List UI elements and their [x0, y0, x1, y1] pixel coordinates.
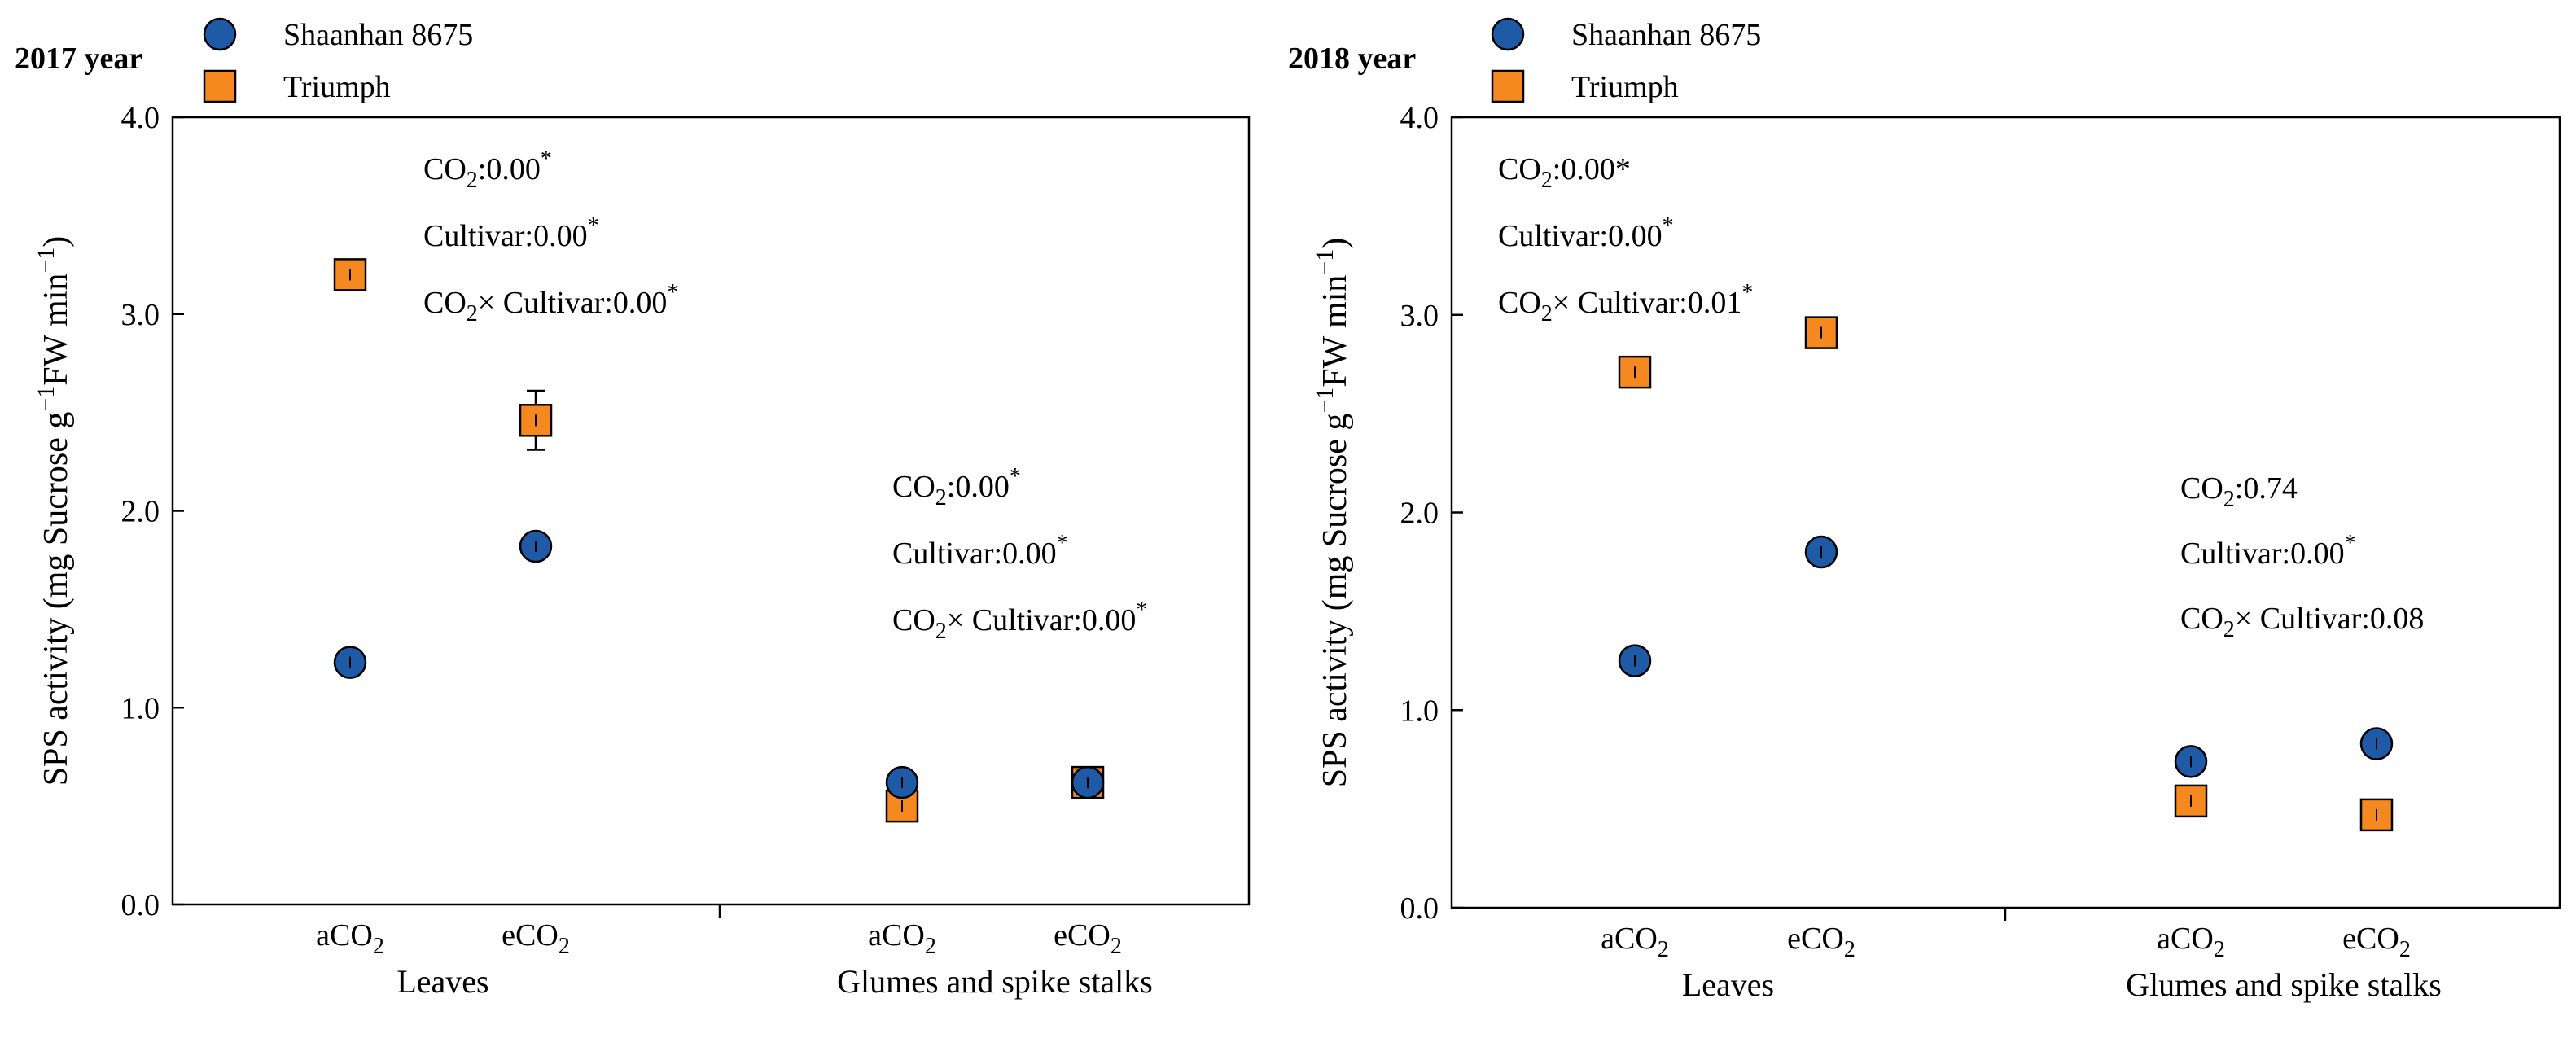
stats-line: Cultivar:0.00*: [892, 531, 1068, 571]
y-tick-label: 0.0: [121, 888, 160, 922]
series-shaanhan-8675: [1618, 535, 2394, 778]
x-tick-label: eCO2: [2342, 922, 2411, 962]
chart-panel-2: 2018 year Shaanhan 8675 Triumph 0.0 1.0 2.0 3.…: [1288, 17, 2561, 1003]
x-tick-label: aCO2: [868, 918, 936, 959]
x-tick-label: eCO2: [1787, 922, 1855, 962]
data-point-square: [2359, 798, 2394, 832]
chart-title: 2018 year: [1288, 42, 1416, 76]
x-tick-label: eCO2: [502, 918, 570, 959]
x-tick-label: eCO2: [1054, 918, 1122, 959]
stats-line: CO2× Cultivar:0.01*: [1498, 280, 1753, 326]
x-group-label: Glumes and spike stalks: [2126, 966, 2442, 1003]
y-tick-label: 3.0: [1400, 299, 1439, 333]
stats-annotation-2: CO2:0.00* Cultivar:0.00* CO2× Cultivar:0.0…: [892, 464, 1147, 644]
legend-label: Triumph: [1571, 70, 1679, 104]
data-point-square: [2174, 784, 2208, 818]
y-axis-label: SPS activity (mg Sucrose g−1FW min−1): [1312, 238, 1354, 788]
stats-line: CO2× Cultivar:0.08: [2180, 602, 2424, 642]
stats-line: Cultivar:0.00*: [2180, 531, 2356, 571]
y-tick-label: 3.0: [121, 298, 160, 332]
legend-circle-marker-icon: [203, 17, 237, 51]
y-tick-label: 4.0: [1400, 101, 1439, 135]
stats-line: CO2:0.00*: [423, 147, 552, 193]
legend-label: Shaanhan 8675: [1571, 18, 1761, 52]
y-tick-label: 4.0: [121, 101, 160, 135]
x-group-label: Leaves: [396, 963, 488, 1000]
x-group-label: Leaves: [1682, 966, 1774, 1003]
stats-line: Cultivar:0.00*: [1498, 213, 1674, 253]
stats-annotation-1: CO2:0.00* Cultivar:0.00* CO2× Cultivar:0.0…: [1498, 152, 1753, 326]
stats-line: CO2× Cultivar:0.00*: [892, 598, 1147, 644]
chart-title: 2017 year: [15, 42, 142, 76]
stats-line: CO2:0.74: [2180, 471, 2298, 512]
legend: Shaanhan 8675 Triumph: [1491, 17, 1761, 104]
x-group-label: Glumes and spike stalks: [837, 963, 1153, 1000]
legend-square-marker-icon: [203, 69, 237, 103]
x-tick-label: aCO2: [2157, 922, 2225, 962]
stats-annotation-1: CO2:0.00* Cultivar:0.00* CO2× Cultivar:0.0…: [423, 147, 678, 326]
stats-line: CO2:0.00*: [1498, 152, 1631, 193]
data-point-square: [1618, 355, 1652, 389]
y-tick-label: 2.0: [121, 495, 160, 529]
stats-line: Cultivar:0.00*: [423, 213, 599, 253]
x-tick-label: aCO2: [316, 918, 384, 959]
stats-annotation-2: CO2:0.74 Cultivar:0.00* CO2× Cultivar:0.08: [2180, 471, 2424, 642]
legend-label: Triumph: [283, 70, 391, 104]
y-tick-label: 2.0: [1400, 497, 1439, 531]
stats-line: CO2:0.00*: [892, 464, 1021, 510]
y-tick-label: 0.0: [1400, 891, 1439, 926]
stats-line: CO2× Cultivar:0.00*: [423, 280, 678, 326]
y-tick-label: 1.0: [121, 691, 160, 725]
y-axis-label: SPS activity (mg Sucrose g−1FW min−1): [33, 236, 75, 786]
y-tick-label: 1.0: [1400, 694, 1439, 728]
chart-panel-1: 2017 year Shaanhan 8675 Triumph 0.0 1.0 2.0 3.…: [15, 17, 1251, 1000]
legend-label: Shaanhan 8675: [283, 18, 473, 52]
series-triumph: [1618, 316, 2394, 832]
x-tick-label: aCO2: [1601, 922, 1669, 962]
legend: Shaanhan 8675 Triumph: [203, 17, 473, 104]
series-shaanhan-8675: [333, 529, 1105, 799]
legend-circle-marker-icon: [1491, 17, 1525, 51]
legend-square-marker-icon: [1491, 69, 1525, 103]
